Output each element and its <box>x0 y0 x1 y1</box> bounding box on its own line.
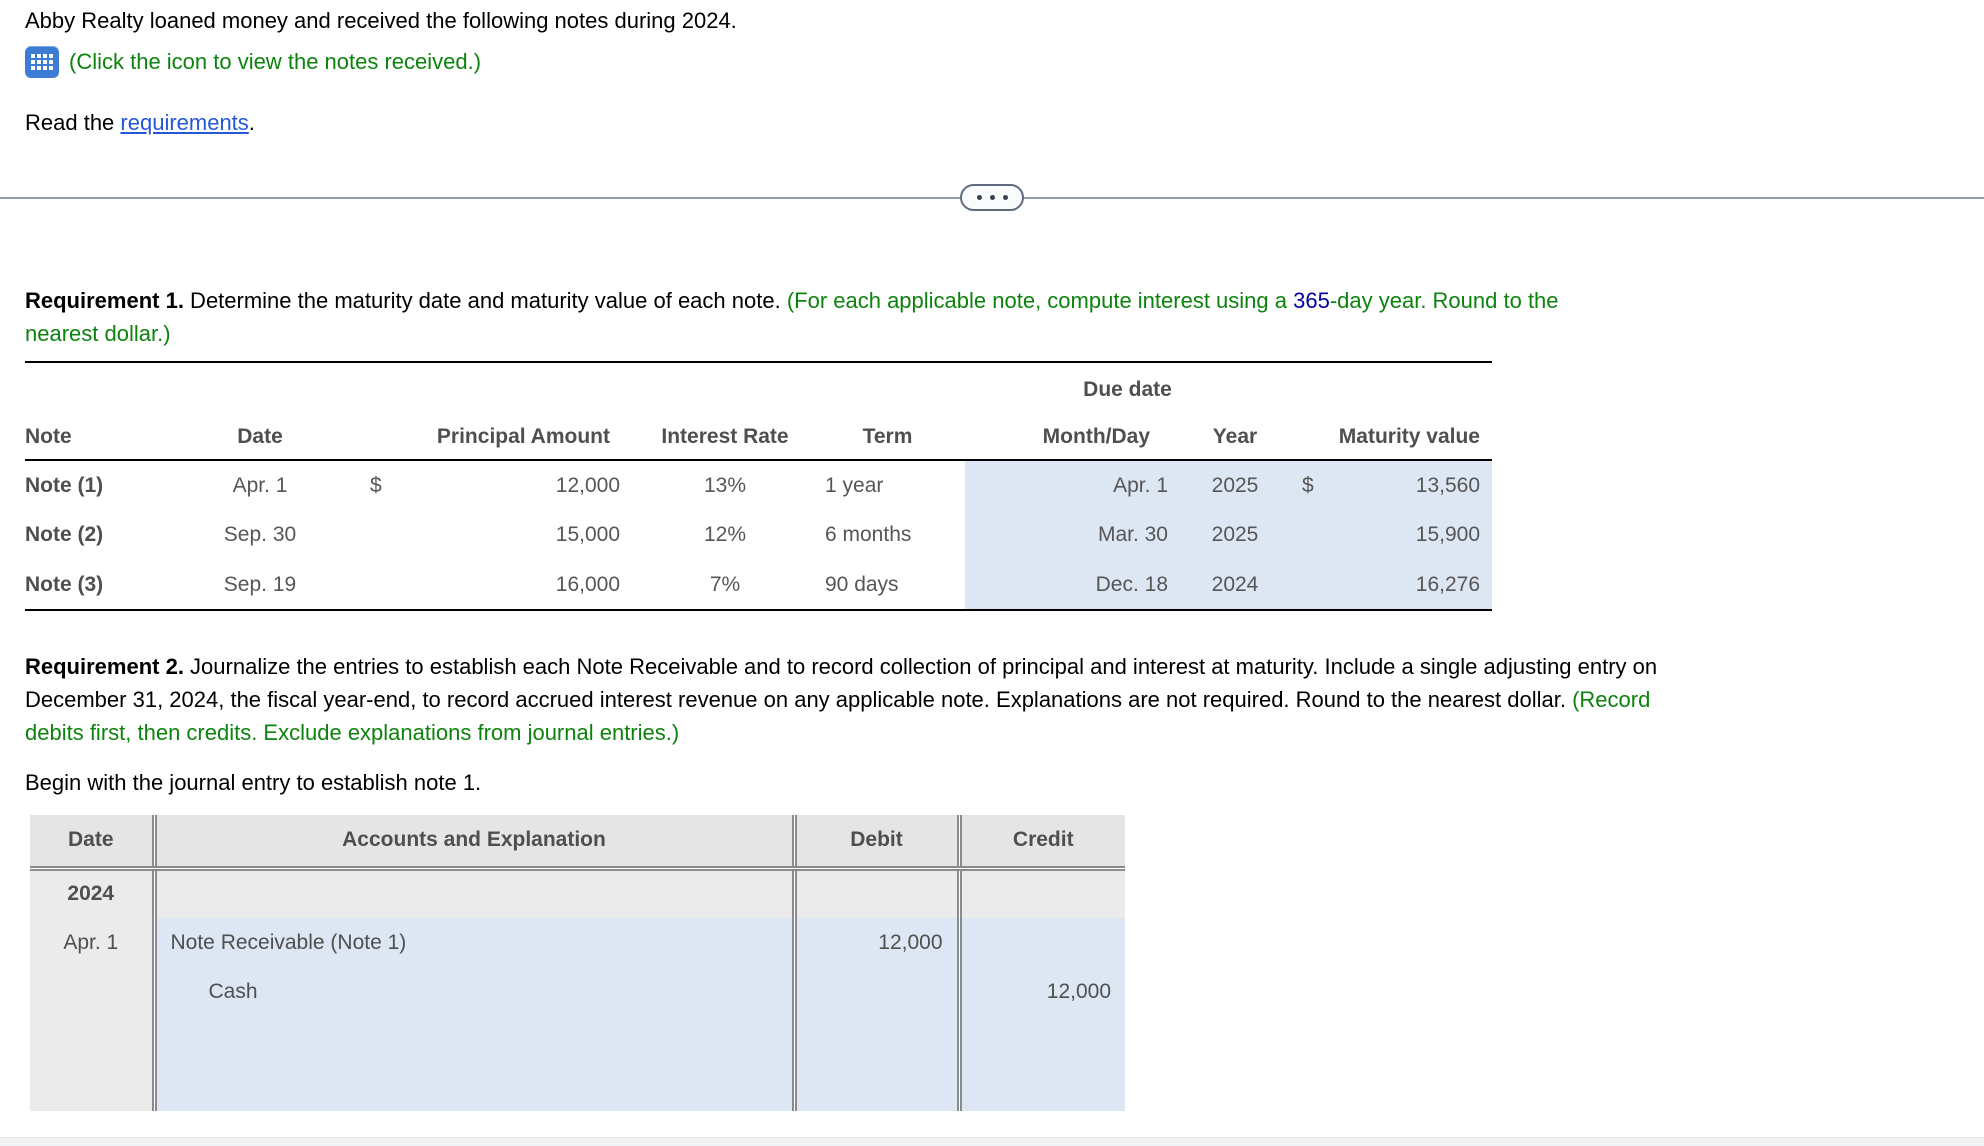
requirement-2-label: Requirement 2. <box>25 654 184 679</box>
journal-entry-table: Date Accounts and Explanation Debit Cred… <box>30 815 1125 1111</box>
note-principal: $12,000 <box>340 460 640 510</box>
note-label: Note (2) <box>25 523 104 546</box>
journal-year-accounts-cell <box>151 868 794 918</box>
journal-col-date: Date <box>30 815 154 871</box>
col-header-rate: Interest Rate <box>640 402 810 461</box>
journal-account-input[interactable]: Note Receivable (Note 1) <box>151 918 794 967</box>
requirements-link[interactable]: requirements <box>120 110 249 135</box>
currency-symbol: $ <box>1302 473 1314 497</box>
col-header-month-day: Month/Day <box>965 402 1180 461</box>
journal-col-accounts: Accounts and Explanation <box>151 815 794 871</box>
note-date: Sep. 30 <box>223 523 297 546</box>
bottom-panel-edge <box>0 1137 1984 1146</box>
journal-row-empty <box>30 1016 1125 1065</box>
read-prefix: Read the <box>25 110 121 135</box>
journal-col-debit: Debit <box>791 815 959 871</box>
answer-month-day[interactable]: Dec. 18 <box>965 560 1180 611</box>
answer-year[interactable]: 2025 <box>1180 510 1290 560</box>
note-label: Note (3) <box>25 560 180 611</box>
journal-header-row: Date Accounts and Explanation Debit Cred… <box>30 815 1125 871</box>
journal-debit-input[interactable]: 12,000 <box>791 918 959 967</box>
col-header-date: Date <box>180 402 340 461</box>
requirement-2-text: Requirement 2. Journalize the entries to… <box>25 654 1658 745</box>
note-rate: 13% <box>703 473 747 497</box>
journal-year-row: 2024 <box>30 868 1125 918</box>
answer-month-day[interactable]: Mar. 30 <box>965 510 1180 560</box>
note-row-2: Note (2) Sep. 30 15,000 12% 6 months Mar… <box>25 510 1492 560</box>
notes-icon-row: (Click the icon to view the notes receiv… <box>25 46 481 78</box>
note-row-3: Note (3) Sep. 19 16,000 7% 90 days Dec. … <box>25 560 1492 611</box>
col-header-year: Year <box>1180 402 1290 461</box>
journal-debit-input[interactable] <box>791 967 959 1016</box>
requirement-1-text: Requirement 1. Determine the maturity da… <box>25 288 1559 346</box>
note-term: 90 days <box>810 560 965 611</box>
note-term: 6 months <box>825 523 912 546</box>
journal-row-credit: Cash 12,000 <box>30 967 1125 1016</box>
journal-entry-date <box>30 1065 154 1111</box>
col-header-term: Term <box>810 402 965 461</box>
journal-row-empty <box>30 1065 1125 1111</box>
note-principal: 15,000 <box>555 523 620 546</box>
journal-year: 2024 <box>30 868 154 918</box>
table-grid-icon <box>31 54 53 70</box>
answer-maturity-value[interactable]: 15,900 <box>1290 510 1492 560</box>
journal-account-input[interactable]: Cash <box>151 967 794 1016</box>
icon-caption: (Click the icon to view the notes receiv… <box>69 49 482 74</box>
read-requirements-line: Read the requirements. <box>25 110 255 136</box>
journal-credit-input[interactable]: 12,000 <box>956 967 1125 1016</box>
answer-year[interactable]: 2024 <box>1180 560 1290 611</box>
note-term: 1 year <box>825 473 884 497</box>
day-count-basis: 365 <box>1293 288 1330 313</box>
journal-entry-date: Apr. 1 <box>30 918 154 967</box>
col-header-principal: Principal Amount <box>340 402 640 461</box>
due-date-spacer-right <box>1290 362 1492 402</box>
journal-credit-input[interactable] <box>956 1065 1125 1111</box>
col-header-maturity-value: Maturity value <box>1290 402 1492 461</box>
section-divider <box>0 184 1984 211</box>
read-suffix: . <box>248 110 255 135</box>
note-date: Sep. 19 <box>180 560 340 611</box>
divider-toggle-button[interactable] <box>960 184 1024 211</box>
journal-year-credit-cell <box>956 868 1125 918</box>
journal-account-input[interactable] <box>151 1016 794 1065</box>
journal-instruction: Begin with the journal entry to establis… <box>25 770 482 795</box>
journal-col-credit: Credit <box>956 815 1125 871</box>
answer-month-day[interactable]: Apr. 1 <box>965 460 1180 510</box>
journal-credit-input[interactable] <box>956 1016 1125 1065</box>
note-row-1: Note (1) Apr. 1 $12,000 13% 1 year Apr. … <box>25 460 1492 510</box>
note-label: Note (1) <box>25 473 104 497</box>
note-rate: 7% <box>640 560 810 611</box>
currency-symbol: $ <box>370 473 382 497</box>
journal-debit-input[interactable] <box>791 1016 959 1065</box>
note-principal: 16,000 <box>340 560 640 611</box>
journal-debit-input[interactable] <box>791 1065 959 1111</box>
col-header-note: Note <box>25 402 180 461</box>
due-date-spacer <box>25 362 965 402</box>
journal-year-debit-cell <box>791 868 959 918</box>
problem-statement-text: Abby Realty loaned money and received th… <box>25 8 737 33</box>
note-date: Apr. 1 <box>232 473 288 497</box>
problem-statement: Abby Realty loaned money and received th… <box>25 8 737 34</box>
answer-maturity-value[interactable]: $13,560 <box>1290 460 1492 510</box>
requirement-1-label: Requirement 1. <box>25 288 184 313</box>
view-notes-button[interactable] <box>25 46 59 78</box>
notes-maturity-table: Due date Note Date Principal Amount Inte… <box>25 361 1492 611</box>
journal-credit-input[interactable] <box>956 918 1125 967</box>
journal-entry-date <box>30 1016 154 1065</box>
journal-account-input[interactable] <box>151 1065 794 1111</box>
answer-year[interactable]: 2025 <box>1180 460 1290 510</box>
due-date-group-header: Due date <box>1083 378 1172 401</box>
answer-maturity-value[interactable]: 16,276 <box>1290 560 1492 611</box>
journal-entry-date <box>30 967 154 1016</box>
journal-row-debit: Apr. 1 Note Receivable (Note 1) 12,000 <box>30 918 1125 967</box>
note-rate: 12% <box>703 523 747 546</box>
ellipsis-icon <box>976 195 982 200</box>
